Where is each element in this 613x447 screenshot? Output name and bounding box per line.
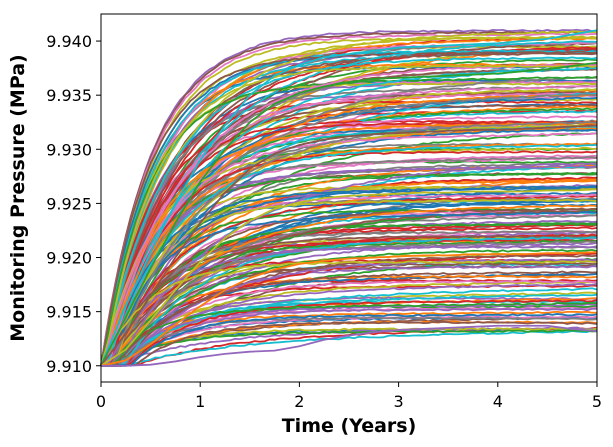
y-tick-label: 9.920: [46, 249, 92, 268]
x-tick-label: 0: [96, 392, 106, 411]
series-line-explicit-3: [100, 188, 598, 367]
x-tick-label: 4: [493, 392, 503, 411]
series-line-84: [101, 231, 598, 367]
plot-frame: [100, 13, 598, 383]
series-line-184: [100, 258, 598, 367]
series-line-179: [100, 66, 598, 367]
series-line-188: [100, 64, 598, 366]
series-line-194: [101, 245, 598, 367]
x-tick-label: 3: [394, 392, 404, 411]
series-line-explicit-0: [100, 29, 598, 367]
x-axis-title: Time (Years): [282, 415, 417, 437]
series-line-68: [100, 280, 598, 367]
x-tick-label: 5: [592, 392, 602, 411]
series-line-169: [100, 56, 598, 367]
series-line-135: [101, 207, 598, 367]
series-line-explicit-1: [100, 61, 598, 367]
y-ticks: 9.910 9.915 9.920 9.925 9.930 9.935 9.940: [46, 32, 101, 376]
y-tick-label: 9.915: [46, 303, 92, 322]
series-line-95: [100, 30, 598, 366]
y-tick-label: 9.930: [46, 140, 92, 159]
series-line-172: [100, 75, 598, 366]
series-line-43: [100, 100, 598, 367]
series-line-154: [100, 164, 598, 367]
series-line-144: [100, 307, 598, 367]
series-line-153: [101, 194, 598, 367]
series-line-2: [100, 58, 598, 366]
x-tick-label: 1: [195, 392, 205, 411]
series-line-187: [101, 316, 598, 367]
x-ticks: 0 1 2 3 4 5: [96, 382, 602, 411]
series-line-156: [100, 193, 598, 367]
series-line-180: [100, 185, 598, 367]
series-line-explicit-4: [100, 251, 598, 367]
series-line-83: [100, 226, 598, 367]
series-line-128: [100, 30, 598, 366]
series-line-182: [100, 248, 598, 367]
series-line-186: [101, 132, 598, 367]
series-line-114: [100, 282, 598, 367]
series-line-98: [100, 36, 598, 366]
series-line-193: [101, 150, 598, 367]
series-line-185: [100, 320, 598, 367]
series-line-explicit-5: [101, 324, 598, 367]
y-tick-label: 9.935: [46, 86, 92, 105]
series-line-79: [101, 329, 598, 367]
series-line-166: [100, 280, 598, 367]
series-line-199: [100, 144, 598, 367]
series-line-14: [100, 326, 598, 367]
series-line-112: [100, 207, 598, 367]
series-line-196: [100, 85, 598, 366]
series-line-150: [100, 128, 598, 367]
y-tick-label: 9.925: [46, 194, 92, 213]
series-line-117: [101, 230, 598, 367]
series-line-171: [100, 204, 598, 366]
x-tick-label: 2: [294, 392, 304, 411]
series-line-133: [100, 119, 598, 367]
series-line-174: [100, 162, 598, 367]
series-line-165: [100, 235, 598, 367]
series-line-170: [100, 186, 598, 367]
series-line-189: [100, 236, 598, 367]
series-line-explicit-2: [100, 124, 598, 367]
series-line-139: [101, 293, 598, 367]
series-line-190: [101, 313, 598, 367]
y-tick-label: 9.910: [46, 357, 92, 376]
series-line-162: [100, 329, 598, 367]
series-line-195: [100, 270, 598, 367]
series-line-157: [100, 240, 598, 367]
series-line-146: [100, 115, 598, 367]
plot-lines: [100, 28, 598, 367]
series-line-173: [100, 121, 598, 367]
y-axis-title: Monitoring Pressure (MPa): [7, 54, 29, 341]
series-line-183: [100, 299, 598, 367]
y-tick-label: 9.940: [46, 32, 92, 51]
series-line-145: [101, 210, 597, 367]
series-line-197: [100, 121, 598, 367]
